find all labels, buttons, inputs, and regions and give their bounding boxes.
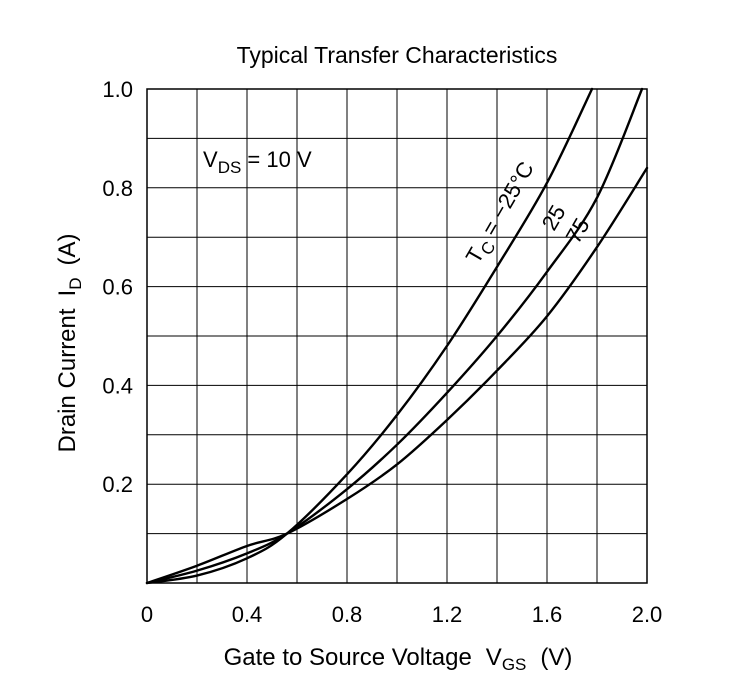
x-tick-label: 1.2 [432, 602, 463, 627]
y-tick-label: 0.8 [102, 176, 133, 201]
x-axis-label-text: Gate to Source Voltage [224, 644, 472, 671]
curves [145, 87, 649, 585]
x-axis-unit: (V) [540, 644, 572, 671]
condition-value: = 10 V [241, 147, 312, 172]
condition-annotation: VDS = 10 V [203, 147, 312, 177]
y-axis-symbol: I [54, 290, 81, 297]
y-axis-label: Drain Current ID (A) [54, 234, 85, 453]
chart-title: Typical Transfer Characteristics [237, 42, 558, 68]
y-tick-label: 0.4 [102, 373, 133, 398]
x-tick-label: 1.6 [532, 602, 563, 627]
series-label-minus25-text: = −25°C [474, 157, 539, 245]
plot-frame [146, 88, 648, 584]
x-axis-symbol: V [486, 644, 502, 671]
condition-symbol-sub: DS [218, 158, 242, 177]
y-axis-unit: (A) [54, 234, 81, 266]
y-tick-label: 0.6 [102, 275, 133, 300]
grid-lines [147, 89, 647, 583]
y-tick-labels: 0.2 0.4 0.6 0.8 1.0 [102, 77, 133, 497]
x-tick-label: 0.8 [332, 602, 363, 627]
series-curve-0 [145, 87, 594, 585]
y-axis-label-text: Drain Current [54, 308, 81, 452]
series-curve-2 [145, 166, 649, 585]
x-tick-label: 0 [141, 602, 153, 627]
x-axis-label: Gate to Source Voltage VGS (V) [224, 644, 573, 674]
condition-symbol: V [203, 147, 218, 172]
x-tick-label: 0.4 [232, 602, 263, 627]
series-curve-1 [145, 87, 644, 585]
x-axis-symbol-sub: GS [502, 655, 527, 674]
x-tick-label: 2.0 [632, 602, 663, 627]
y-axis-symbol-sub: D [66, 278, 85, 290]
y-tick-label: 0.2 [102, 472, 133, 497]
x-tick-labels: 0 0.4 0.8 1.2 1.6 2.0 [141, 602, 662, 627]
y-tick-label: 1.0 [102, 77, 133, 102]
